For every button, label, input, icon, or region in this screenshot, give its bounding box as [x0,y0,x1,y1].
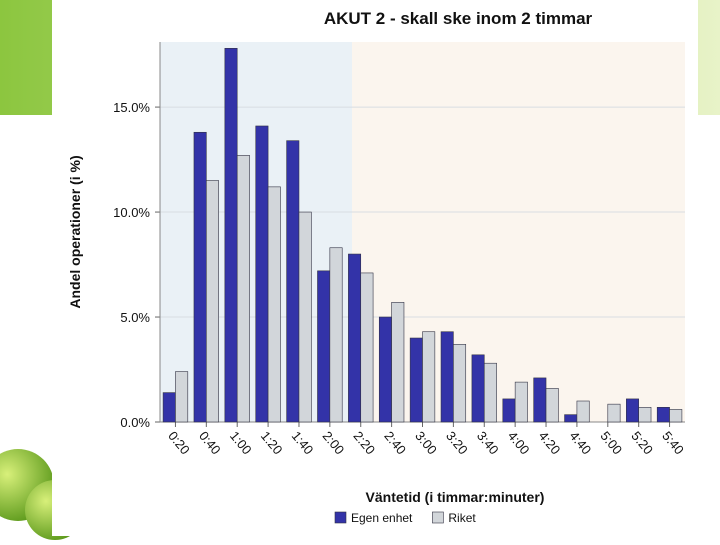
bar [453,344,467,423]
legend-swatch [432,511,444,524]
bar [409,337,423,423]
bar [224,47,238,423]
bar [206,180,219,423]
plot: 0.0%5.0%10.0%15.0%0:20 0:40 1:00 1:20 1:40 2:… [113,42,687,525]
bar [656,407,670,423]
bar [286,140,300,423]
bar [607,403,621,423]
y-tick-label: 5.0% [120,310,150,325]
bar [298,211,312,423]
bar [329,247,343,423]
bar [533,377,547,423]
bar [162,392,176,423]
bar [638,407,652,423]
bar [545,388,559,423]
bar [422,331,436,423]
y-axis-label: Andel operationer (i %) [67,155,83,308]
chart-title: AKUT 2 - skall ske inom 2 timmar [324,9,593,28]
bar [175,371,189,423]
bar [564,414,578,423]
y-tick-label: 0.0% [120,415,150,430]
bar [471,354,485,423]
bar [502,398,516,423]
bar [576,400,590,423]
y-tick-label: 10.0% [113,205,150,220]
bar [193,131,207,423]
bar [483,362,497,423]
y-tick-label: 15.0% [113,100,150,115]
bar [255,125,269,423]
bar [348,253,362,423]
bar [669,409,683,423]
x-axis-label: Väntetid (i timmar:minuter) [366,489,545,505]
bar [391,302,405,423]
bar [360,272,374,423]
bar [440,331,454,423]
bar [626,398,639,423]
bar [514,381,528,423]
bar [236,155,250,423]
bar [378,316,392,423]
legend-label: Egen enhet [351,511,413,525]
plot-region-b [352,42,685,422]
bar [267,186,281,423]
legend-label: Riket [448,511,476,525]
bar [317,270,331,423]
legend-swatch [334,511,347,524]
